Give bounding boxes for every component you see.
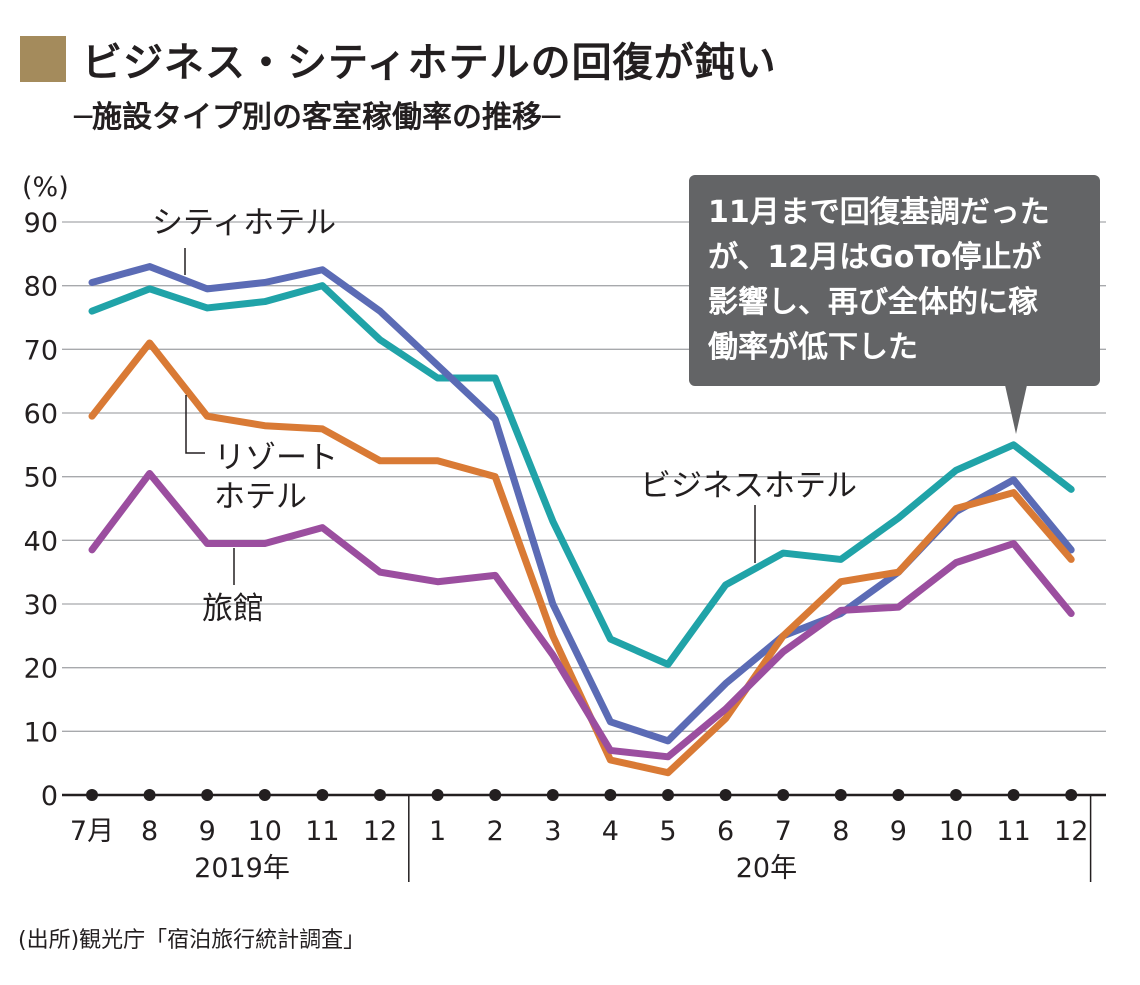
x-tick-dot-3 bbox=[258, 789, 271, 801]
x-tick-label-10: 5 bbox=[659, 816, 676, 847]
chart-subtitle: ─施設タイプ別の客室稼働率の推移─ bbox=[74, 100, 561, 135]
title-marker bbox=[20, 36, 66, 82]
city-label: シティホテル bbox=[152, 205, 336, 241]
x-tick-label-6: 1 bbox=[429, 816, 446, 847]
annotation-callout: 11月まで回復基調だった が、12月はGoTo停止が 影響し、再び全体的に稼 働… bbox=[689, 175, 1100, 434]
business-label: ビジネスホテル bbox=[640, 468, 857, 504]
x-tick-dot-13 bbox=[834, 789, 847, 801]
title-block: ビジネス・シティホテルの回復が鈍い bbox=[20, 34, 777, 86]
x-tick-label-12: 7 bbox=[775, 816, 792, 847]
series-labels: シティホテル リゾート ホテル 旅館 ビジネスホテル bbox=[152, 205, 857, 627]
callout-line-1: 11月まで回復基調だった bbox=[708, 195, 1050, 230]
year-label-2019: 2019年 bbox=[194, 853, 290, 884]
y-tick-0: 0 bbox=[41, 781, 58, 812]
callout-line-2: が、12月はGoTo停止が bbox=[708, 240, 1041, 275]
x-tick-label-13: 8 bbox=[832, 816, 849, 847]
y-tick-10: 10 bbox=[24, 717, 58, 748]
x-tick-dot-12 bbox=[777, 789, 790, 801]
x-tick-label-4: 11 bbox=[305, 816, 339, 847]
y-tick-60: 60 bbox=[24, 399, 58, 430]
x-tick-label-17: 12 bbox=[1054, 816, 1088, 847]
y-tick-30: 30 bbox=[24, 590, 58, 621]
ryokan-label: 旅館 bbox=[202, 591, 264, 627]
y-axis-unit: (%) bbox=[22, 172, 69, 203]
x-tick-dot-16 bbox=[1007, 789, 1020, 801]
x-tick-label-0: 7月 bbox=[70, 816, 114, 847]
x-tick-label-1: 8 bbox=[141, 816, 158, 847]
series-lines bbox=[88, 263, 1075, 777]
y-tick-50: 50 bbox=[24, 463, 58, 494]
x-tick-dot-8 bbox=[546, 789, 559, 801]
x-tick-dot-4 bbox=[316, 789, 329, 801]
chart-title: ビジネス・シティホテルの回復が鈍い bbox=[82, 40, 777, 86]
y-tick-90: 90 bbox=[24, 208, 58, 239]
x-tick-label-16: 11 bbox=[996, 816, 1030, 847]
x-tick-dot-5 bbox=[374, 789, 386, 801]
y-tick-40: 40 bbox=[24, 526, 58, 557]
x-tick-dot-17 bbox=[1065, 789, 1078, 801]
x-tick-dot-0 bbox=[86, 789, 98, 801]
callout-line-4: 働率が低下した bbox=[707, 330, 918, 365]
x-tick-label-3: 10 bbox=[248, 816, 282, 847]
x-tick-dot-14 bbox=[892, 789, 905, 801]
year-label-20: 20年 bbox=[736, 853, 797, 884]
resort-label-line2: ホテル bbox=[214, 479, 307, 515]
x-tick-dot-2 bbox=[201, 789, 214, 801]
source-note: (出所)観光庁「宿泊旅行統計調査」 bbox=[18, 928, 366, 953]
x-tick-dot-11 bbox=[719, 789, 732, 801]
x-tick-label-8: 3 bbox=[544, 816, 561, 847]
callout-pointer bbox=[1005, 385, 1027, 434]
x-tick-label-5: 12 bbox=[363, 816, 397, 847]
callout-line-3: 影響し、再び全体的に稼 bbox=[708, 285, 1038, 320]
y-tick-80: 80 bbox=[24, 272, 58, 303]
series-line-business bbox=[88, 282, 1075, 668]
resort-label-line1: リゾート bbox=[214, 440, 338, 476]
y-tick-20: 20 bbox=[24, 654, 58, 685]
x-tick-dot-6 bbox=[431, 789, 444, 801]
x-tick-label-15: 10 bbox=[939, 816, 973, 847]
x-tick-dot-9 bbox=[604, 789, 617, 801]
x-tick-dot-1 bbox=[143, 789, 156, 801]
x-tick-dot-7 bbox=[489, 789, 502, 801]
x-tick-label-9: 4 bbox=[602, 816, 619, 847]
x-tick-dot-10 bbox=[662, 789, 674, 801]
x-tick-label-7: 2 bbox=[487, 816, 504, 847]
y-tick-70: 70 bbox=[24, 335, 58, 366]
x-tick-dot-15 bbox=[950, 789, 962, 801]
series-line-ryokan bbox=[88, 469, 1075, 761]
x-tick-label-11: 6 bbox=[717, 816, 734, 847]
x-tick-label-2: 9 bbox=[199, 816, 216, 847]
x-tick-label-14: 9 bbox=[890, 816, 907, 847]
resort-leader-line bbox=[185, 395, 205, 454]
callout-box bbox=[689, 175, 1100, 386]
y-axis: (%) 0 10 20 30 40 50 60 70 80 90 bbox=[22, 172, 69, 812]
